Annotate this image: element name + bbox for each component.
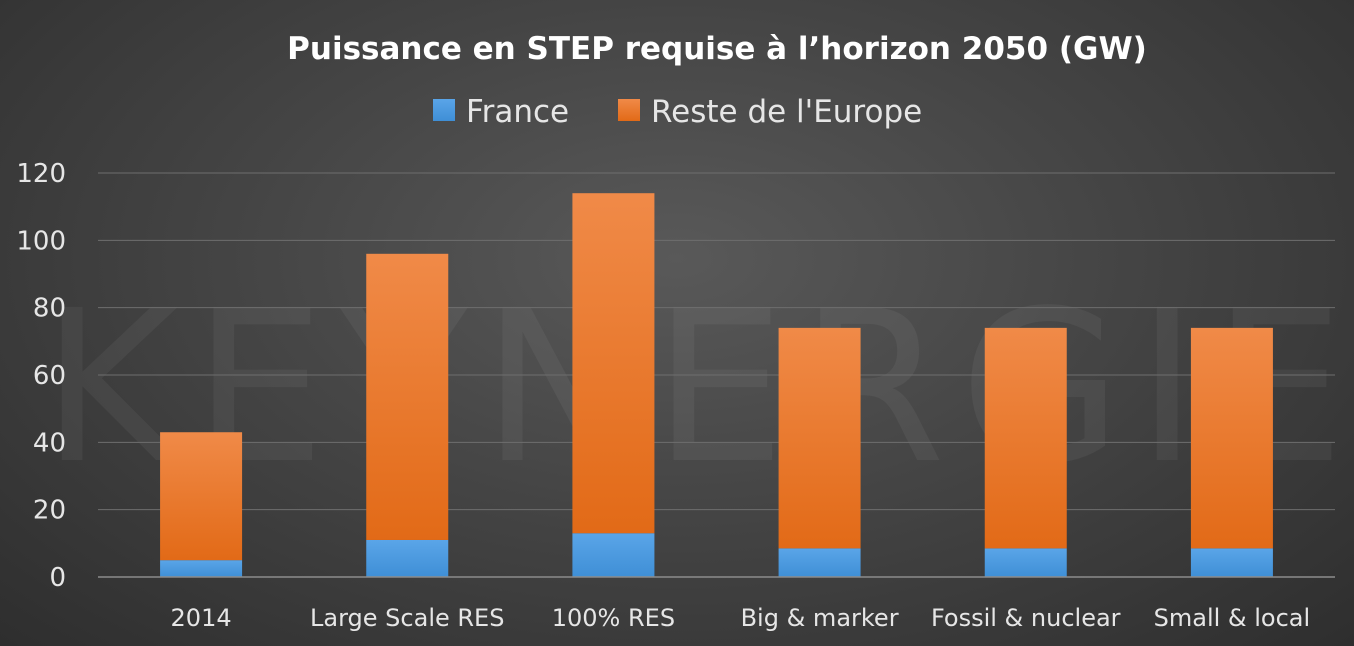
y-tick-label: 0 bbox=[49, 563, 66, 593]
x-category-label: 2014 bbox=[171, 604, 232, 632]
bar-reste-europe bbox=[1190, 327, 1273, 549]
y-axis-ticks: 0 20 40 60 80 100 120 bbox=[16, 159, 66, 593]
bar-reste-europe bbox=[984, 327, 1067, 549]
x-category-label: 100% RES bbox=[552, 604, 675, 632]
bar-reste-europe bbox=[572, 193, 655, 534]
legend-label-france: France bbox=[466, 94, 569, 130]
y-tick-label: 100 bbox=[16, 226, 66, 256]
x-category-label: Large Scale RES bbox=[310, 604, 504, 632]
bar-reste-europe bbox=[366, 253, 449, 540]
legend-label-reste-europe: Reste de l'Europe bbox=[651, 94, 922, 130]
y-tick-label: 80 bbox=[33, 294, 66, 324]
legend-swatch-france bbox=[433, 99, 455, 121]
x-category-label: Big & marker bbox=[741, 604, 899, 632]
bar-france bbox=[160, 560, 243, 577]
bar-france bbox=[778, 548, 861, 577]
bar-reste-europe bbox=[778, 327, 861, 549]
y-tick-label: 20 bbox=[33, 496, 66, 526]
bar-france bbox=[366, 539, 449, 577]
bar-france bbox=[572, 533, 655, 577]
y-tick-label: 60 bbox=[33, 361, 66, 391]
y-tick-label: 40 bbox=[33, 428, 66, 458]
bar-france bbox=[1190, 548, 1273, 577]
gridlines bbox=[98, 172, 1335, 511]
x-category-label: Small & local bbox=[1154, 604, 1311, 632]
x-category-label: Fossil & nuclear bbox=[931, 604, 1121, 632]
bar-france bbox=[984, 548, 1067, 577]
bars bbox=[160, 193, 1273, 577]
legend: France Reste de l'Europe bbox=[433, 94, 922, 130]
x-axis-labels: 2014 Large Scale RES 100% RES Big & marker F… bbox=[171, 604, 1311, 632]
y-tick-label: 120 bbox=[16, 159, 66, 189]
chart-title: Puissance en STEP requise à l’horizon 20… bbox=[287, 31, 1147, 67]
legend-swatch-reste-europe bbox=[618, 99, 640, 121]
watermark-text: KEYNERGIE bbox=[41, 265, 1354, 510]
bar-reste-europe bbox=[160, 432, 243, 561]
